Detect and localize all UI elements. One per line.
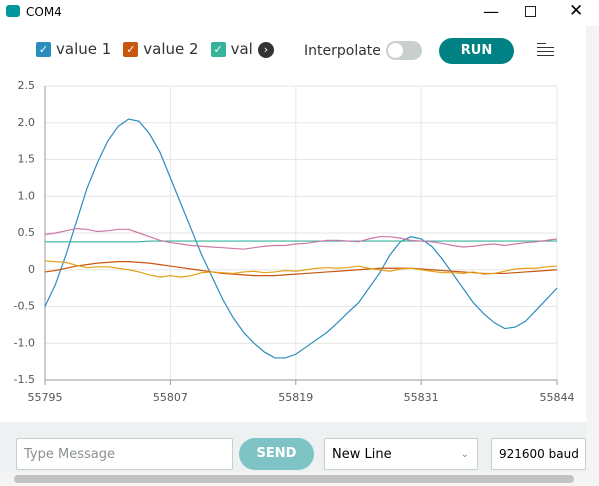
y-tick-label: 2.5 bbox=[18, 79, 36, 92]
y-tick-label: 0 bbox=[28, 263, 35, 276]
legend-checkbox[interactable]: ✓ bbox=[210, 41, 226, 57]
horizontal-scrollbar[interactable] bbox=[0, 472, 599, 486]
y-tick-label: -1.0 bbox=[14, 336, 35, 349]
menu-button[interactable] bbox=[537, 43, 554, 56]
x-tick-label: 55819 bbox=[278, 391, 313, 404]
legend-item[interactable]: ✓ value 1 bbox=[36, 40, 111, 58]
app-icon bbox=[6, 5, 20, 17]
legend-item[interactable]: ✓ value 2 bbox=[123, 40, 199, 58]
window-title: COM4 bbox=[26, 5, 62, 19]
y-tick-label: -0.5 bbox=[14, 300, 35, 313]
legend-checkbox[interactable]: ✓ bbox=[123, 41, 139, 57]
x-tick-label: 55844 bbox=[540, 391, 575, 404]
y-tick-label: 0.5 bbox=[18, 226, 36, 239]
y-tick-label: 1.5 bbox=[18, 153, 36, 166]
y-tick-label: 2.0 bbox=[18, 116, 36, 129]
legend: ✓ value 1 ✓ value 2 ✓ val bbox=[36, 40, 266, 58]
line-ending-select[interactable]: New Line ⌄ bbox=[324, 438, 478, 470]
y-tick-label: 1.0 bbox=[18, 189, 36, 202]
interpolate-label: Interpolate bbox=[304, 43, 381, 59]
x-tick-label: 55795 bbox=[28, 391, 63, 404]
legend-scroll-button[interactable]: › bbox=[258, 42, 274, 58]
legend-checkbox[interactable]: ✓ bbox=[36, 41, 51, 57]
maximize-button[interactable] bbox=[525, 6, 536, 17]
run-button[interactable]: RUN bbox=[439, 38, 514, 64]
message-input[interactable]: Type Message bbox=[16, 438, 233, 470]
vertical-scrollbar[interactable] bbox=[586, 26, 599, 472]
minimize-button[interactable]: — bbox=[483, 2, 499, 21]
legend-label: value 2 bbox=[143, 40, 199, 58]
chart: -1.5 -1.0 -0.5 0 0.5 1.0 1.5 2.0 2.5 55795 55807 55… bbox=[14, 79, 575, 404]
baud-select[interactable]: 921600 baud bbox=[491, 438, 586, 470]
interpolate-toggle[interactable] bbox=[386, 41, 422, 60]
line-ending-value: New Line bbox=[332, 446, 392, 462]
x-tick-label: 55831 bbox=[404, 391, 439, 404]
legend-label: value 1 bbox=[56, 40, 112, 58]
series-line bbox=[44, 227, 558, 250]
series-line bbox=[45, 240, 557, 243]
x-tick-label: 55807 bbox=[153, 391, 188, 404]
legend-item[interactable]: ✓ val bbox=[210, 40, 253, 58]
legend-label: val bbox=[230, 40, 253, 58]
send-button[interactable]: SEND bbox=[239, 438, 314, 470]
y-tick-label: -1.5 bbox=[14, 373, 35, 386]
title-bar: COM4 — ✕ bbox=[0, 0, 599, 26]
series-line bbox=[44, 260, 558, 278]
close-button[interactable]: ✕ bbox=[569, 1, 584, 21]
series-line bbox=[44, 118, 558, 359]
